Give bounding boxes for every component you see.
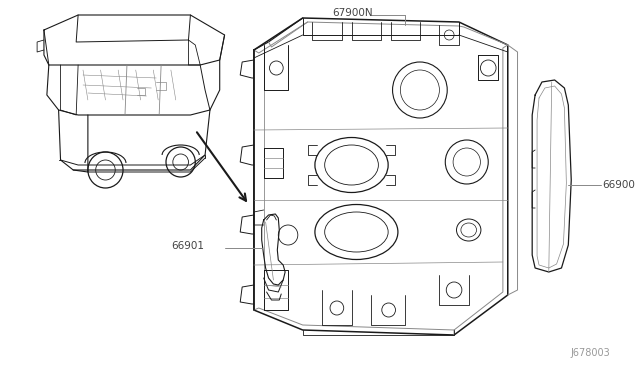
Text: 66901: 66901 xyxy=(171,241,204,251)
Text: J678003: J678003 xyxy=(570,348,611,358)
Text: 67900N: 67900N xyxy=(332,8,372,18)
Text: 66900: 66900 xyxy=(602,180,636,190)
